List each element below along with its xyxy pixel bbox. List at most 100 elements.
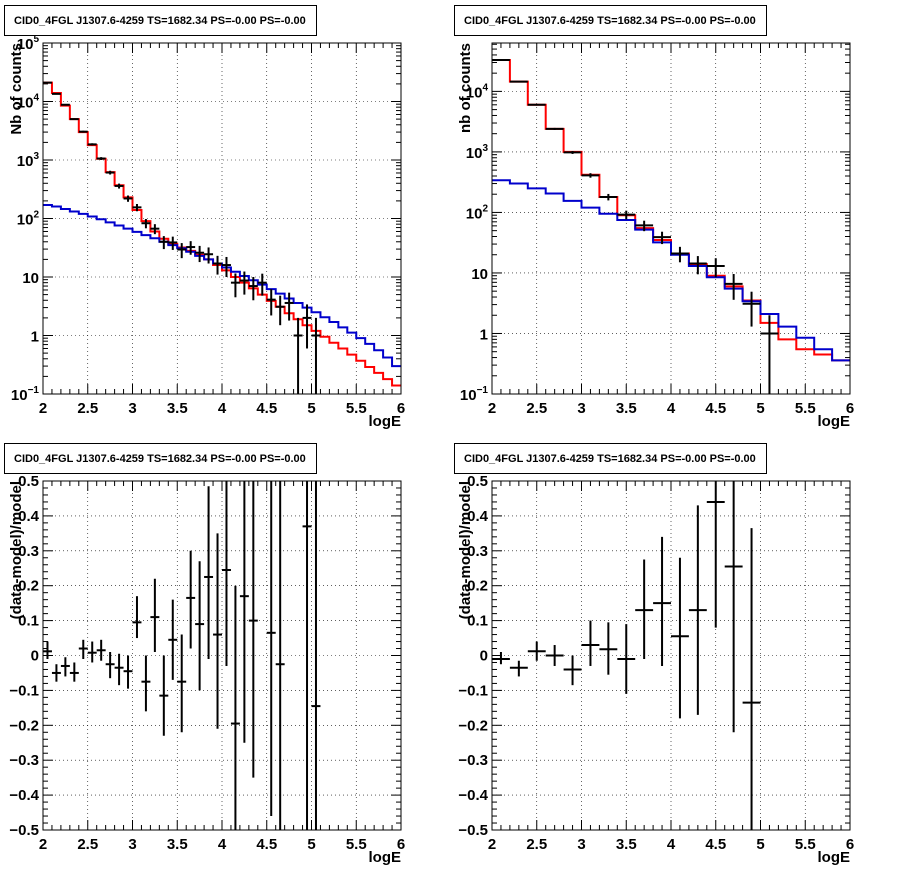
model-background-step [43, 204, 401, 368]
x-tick-label: 3 [128, 836, 136, 853]
x-tick-label: 4 [667, 836, 676, 853]
chart-title: CID0_4FGL J1307.6-4259 TS=1682.34 PS=-0.… [464, 453, 756, 465]
x-tick-label: 5.5 [795, 400, 816, 417]
y-tick-base: 10 [466, 84, 483, 101]
y-tick-label: 0 [31, 648, 39, 665]
y-tick-label: −0.2 [9, 717, 39, 734]
y-tick-base: 10 [17, 36, 34, 53]
x-tick-label: 3 [577, 400, 585, 417]
y-tick-exponent: 4 [482, 82, 488, 93]
x-tick-label: 6 [846, 400, 854, 417]
y-tick-base: 10 [471, 266, 488, 283]
y-tick-label: 102 [17, 210, 40, 229]
x-tick-label: 3.5 [616, 400, 637, 417]
x-tick-label: 6 [397, 400, 405, 417]
chart-title: CID0_4FGL J1307.6-4259 TS=1682.34 PS=-0.… [464, 15, 756, 27]
y-tick-label: −0.2 [458, 717, 488, 734]
title-box [454, 443, 767, 474]
y-tick-base: 10 [17, 212, 34, 229]
y-tick-label: 0.2 [18, 578, 39, 595]
y-tick-label: −0.1 [458, 682, 488, 699]
x-tick-label: 6 [846, 836, 854, 853]
x-axis-label: logE [369, 413, 402, 430]
y-tick-base: 1 [31, 329, 39, 346]
title-box [454, 5, 767, 36]
y-tick-label: 0.1 [18, 613, 39, 630]
x-tick-label: 5 [307, 836, 315, 853]
x-tick-label: 4.5 [256, 400, 277, 417]
y-tick-exponent: 4 [33, 93, 39, 104]
y-tick-exponent: 5 [33, 34, 39, 45]
y-tick-label: 103 [17, 151, 40, 170]
y-tick-label: −0.5 [9, 822, 39, 839]
y-tick-exponent: 3 [33, 151, 39, 162]
x-tick-label: 4 [667, 400, 676, 417]
y-tick-base: 10 [466, 205, 483, 222]
x-axis-label: logE [818, 849, 851, 866]
y-tick-label: 103 [466, 143, 489, 162]
y-tick-label: 0.4 [18, 508, 40, 525]
y-tick-base: 10 [17, 95, 34, 112]
y-tick-base: 10 [460, 387, 477, 404]
plot-frame [42, 42, 402, 395]
y-tick-label: 0.3 [18, 543, 39, 560]
y-tick-exponent: 2 [33, 210, 39, 221]
y-tick-exponent: 2 [482, 203, 488, 214]
y-tick-label: 102 [466, 203, 489, 222]
x-tick-label: 3.5 [167, 400, 188, 417]
y-tick-label: −0.4 [9, 787, 39, 804]
y-tick-base: 10 [17, 153, 34, 170]
y-tick-label: 104 [17, 93, 40, 112]
y-tick-label: −0.3 [9, 752, 39, 769]
chart-title: CID0_4FGL J1307.6-4259 TS=1682.34 PS=-0.… [14, 15, 306, 27]
y-tick-label: 10−1 [460, 385, 489, 404]
y-tick-label: 0.1 [467, 613, 488, 630]
y-tick-label: 0.4 [467, 508, 489, 525]
x-tick-label: 3.5 [616, 836, 637, 853]
x-tick-label: 3 [128, 400, 136, 417]
model-background-step [492, 179, 850, 362]
x-tick-label: 3 [577, 836, 585, 853]
y-tick-base: 10 [466, 145, 483, 162]
x-tick-label: 4.5 [705, 836, 726, 853]
y-tick-exponent: −1 [477, 385, 489, 396]
x-tick-label: 3.5 [167, 836, 188, 853]
plot-frame [42, 480, 402, 831]
y-tick-exponent: 3 [482, 143, 488, 154]
x-tick-label: 5 [307, 400, 315, 417]
x-tick-label: 5.5 [346, 400, 367, 417]
y-tick-exponent: −1 [28, 385, 40, 396]
y-tick-base: 10 [22, 270, 39, 287]
x-tick-label: 2 [488, 836, 496, 853]
y-axis-label: (data-model)/model [457, 481, 474, 619]
x-tick-label: 4 [218, 836, 227, 853]
y-tick-label: 0.2 [467, 578, 488, 595]
x-tick-label: 2 [39, 400, 47, 417]
y-tick-label: 10 [22, 270, 39, 287]
y-axis-label: (data-model)/model [8, 481, 25, 619]
x-tick-label: 2.5 [526, 836, 547, 853]
y-tick-label: 0.5 [18, 473, 39, 490]
x-tick-label: 4 [218, 400, 227, 417]
x-tick-label: 2.5 [77, 400, 98, 417]
model-total-step [43, 81, 401, 387]
x-tick-label: 5 [756, 836, 764, 853]
title-box [4, 5, 317, 36]
x-tick-label: 2.5 [77, 836, 98, 853]
y-tick-label: 0.5 [467, 473, 488, 490]
y-tick-label: 1 [480, 326, 488, 343]
plot-frame [491, 480, 851, 831]
y-tick-label: 0.3 [467, 543, 488, 560]
x-axis-label: logE [369, 849, 402, 866]
chart-panel-1: CID0_4FGL J1307.6-4259 TS=1682.34 PS=-0.… [4, 5, 405, 430]
x-tick-label: 2 [39, 836, 47, 853]
y-axis-label: nb of counts [457, 43, 474, 133]
x-tick-label: 6 [397, 836, 405, 853]
plot-frame [491, 42, 851, 395]
x-tick-label: 5 [756, 400, 764, 417]
chart-panel-4: CID0_4FGL J1307.6-4259 TS=1682.34 PS=-0.… [454, 443, 854, 866]
y-tick-base: 1 [480, 326, 488, 343]
x-tick-label: 5.5 [795, 836, 816, 853]
x-tick-label: 4.5 [256, 836, 277, 853]
y-tick-label: −0.4 [458, 787, 488, 804]
